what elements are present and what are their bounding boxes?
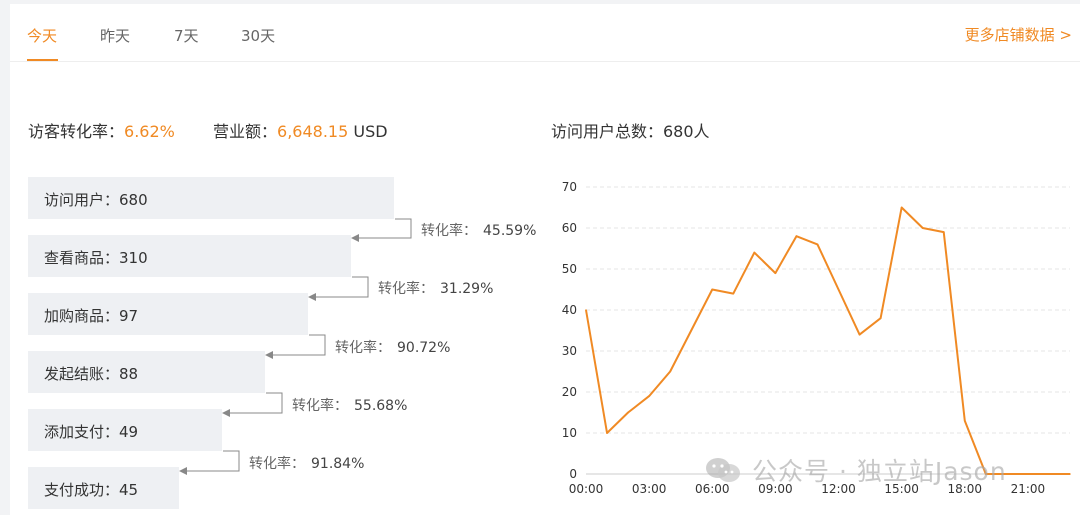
- tab-30-days[interactable]: 30天: [241, 27, 276, 45]
- revenue-value: 6,648.15: [277, 122, 349, 141]
- x-tick-label: 03:00: [632, 482, 667, 496]
- funnel-bar-checkout: 发起结账：88: [28, 351, 265, 393]
- funnel-connector-4: [222, 392, 283, 417]
- funnel-rate-1-value: 45.59%: [483, 223, 537, 239]
- data-point: [795, 235, 798, 237]
- funnel-rate-3-label: 转化率：: [335, 340, 391, 356]
- revenue-label: 营业额：: [213, 122, 278, 141]
- tab-7-days[interactable]: 7天: [174, 27, 199, 45]
- data-point: [921, 227, 924, 229]
- funnel-rate-1: 转化率： 45.59%: [421, 220, 536, 240]
- data-point: [585, 309, 587, 311]
- y-tick-label: 60: [562, 221, 577, 235]
- tab-today[interactable]: 今天: [27, 27, 58, 45]
- funnel-connector-1: [351, 218, 412, 242]
- funnel-rate-5-value: 91.84%: [311, 456, 365, 472]
- data-point: [1006, 473, 1008, 475]
- data-point: [690, 329, 693, 332]
- tab-yesterday[interactable]: 昨天: [100, 27, 131, 45]
- funnel-bar-add-payment: 添加支付：49: [28, 409, 222, 451]
- y-tick-label: 40: [562, 303, 577, 317]
- data-point: [816, 243, 819, 246]
- conversion-rate-metric: 访客转化率：6.62%: [28, 118, 175, 142]
- revenue-metric: 营业额：6,648.15 USD: [213, 118, 388, 142]
- data-point: [753, 251, 756, 254]
- funnel-connector-2: [308, 276, 369, 301]
- date-range-tabs: 今天 昨天 7天 30天 更多店铺数据 >: [10, 0, 1080, 62]
- x-tick-label: 00:00: [569, 482, 604, 496]
- data-point: [963, 419, 966, 422]
- data-point: [732, 292, 735, 295]
- wechat-icon: [706, 458, 740, 482]
- funnel-rate-5: 转化率： 91.84%: [249, 453, 364, 473]
- funnel-label-visits: 访问用户：680: [44, 191, 148, 209]
- x-tick-label: 06:00: [695, 482, 730, 496]
- data-point: [942, 231, 945, 233]
- funnel-rate-4-label: 转化率：: [292, 398, 348, 414]
- data-point: [879, 317, 882, 320]
- x-tick-label: 12:00: [821, 482, 856, 496]
- x-tick-label: 18:00: [947, 482, 982, 496]
- funnel-rate-2: 转化率： 31.29%: [378, 278, 493, 298]
- funnel-label-add-payment: 添加支付：49: [44, 423, 139, 441]
- funnel-rate-2-label: 转化率：: [378, 281, 434, 297]
- x-tick-label: 15:00: [884, 482, 919, 496]
- x-tick-label: 09:00: [758, 482, 793, 496]
- data-point: [858, 333, 861, 336]
- funnel-rate-5-label: 转化率：: [249, 456, 305, 472]
- conversion-rate-value: 6.62%: [124, 122, 175, 141]
- funnel-rate-3-value: 90.72%: [397, 340, 451, 356]
- funnel-label-checkout: 发起结账：88: [44, 365, 139, 383]
- data-point: [648, 395, 650, 397]
- data-point: [837, 288, 840, 291]
- funnel-connector-3: [265, 334, 326, 359]
- funnel-bar-product-views: 查看商品：310: [28, 235, 351, 277]
- y-tick-label: 50: [562, 262, 577, 276]
- funnel-rate-4: 转化率： 55.68%: [292, 395, 407, 415]
- data-point: [606, 432, 608, 434]
- data-point: [669, 370, 671, 373]
- funnel-connector-5: [179, 450, 240, 475]
- funnel-rate-2-value: 31.29%: [440, 281, 494, 297]
- data-point: [627, 411, 629, 414]
- funnel-bar-visits: 访问用户：680: [28, 177, 394, 219]
- funnel-rate-4-value: 55.68%: [354, 398, 408, 414]
- watermark-text: 公众号 · 独立站Jason: [752, 457, 1007, 486]
- funnel-rate-3: 转化率： 90.72%: [335, 337, 450, 357]
- data-point: [1048, 473, 1050, 475]
- y-tick-label: 70: [562, 180, 577, 194]
- data-point: [900, 206, 903, 209]
- funnel-bar-payment-success: 支付成功：45: [28, 467, 179, 509]
- total-visitors-metric: 访问用户总数：680人: [551, 122, 710, 141]
- active-tab-indicator: [27, 59, 58, 61]
- data-point: [985, 473, 987, 475]
- x-tick-label: 21:00: [1011, 482, 1046, 496]
- data-point: [774, 272, 777, 274]
- funnel-label-payment-success: 支付成功：45: [44, 481, 139, 499]
- y-tick-label: 20: [562, 385, 577, 399]
- revenue-unit: USD: [353, 122, 388, 141]
- data-point: [1027, 473, 1029, 475]
- data-point: [711, 288, 714, 291]
- conversion-rate-label: 访客转化率：: [28, 122, 125, 141]
- funnel-label-add-to-cart: 加购商品：97: [44, 307, 139, 325]
- data-point: [1069, 473, 1071, 475]
- y-tick-label: 30: [562, 344, 577, 358]
- series-line: [585, 206, 1070, 475]
- more-store-data-link[interactable]: 更多店铺数据 >: [964, 26, 1072, 44]
- y-tick-label: 10: [562, 426, 577, 440]
- y-tick-label: 0: [569, 467, 577, 481]
- funnel-rate-1-label: 转化率：: [421, 223, 477, 239]
- funnel-label-product-views: 查看商品：310: [44, 249, 148, 267]
- funnel-bar-add-to-cart: 加购商品：97: [28, 293, 308, 335]
